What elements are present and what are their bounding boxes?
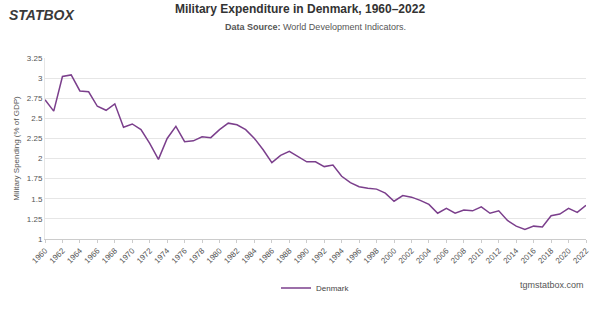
svg-text:1978: 1978 xyxy=(187,246,206,265)
svg-text:2012: 2012 xyxy=(484,246,503,265)
svg-text:1962: 1962 xyxy=(48,246,67,265)
svg-text:1984: 1984 xyxy=(240,246,259,265)
svg-text:2: 2 xyxy=(38,154,43,163)
svg-text:2004: 2004 xyxy=(414,246,433,265)
svg-text:1968: 1968 xyxy=(100,246,119,265)
svg-text:tgmstatbox.com: tgmstatbox.com xyxy=(520,280,584,290)
svg-text:Military Expenditure in Denmar: Military Expenditure in Denmark, 1960–20… xyxy=(175,2,425,16)
svg-text:1970: 1970 xyxy=(118,246,137,265)
svg-text:1972: 1972 xyxy=(135,246,154,265)
svg-text:1994: 1994 xyxy=(327,246,346,265)
svg-text:2014: 2014 xyxy=(501,246,520,265)
svg-text:1960: 1960 xyxy=(30,246,49,265)
svg-text:2006: 2006 xyxy=(432,246,451,265)
svg-text:1.75: 1.75 xyxy=(27,174,43,183)
svg-text:1964: 1964 xyxy=(65,246,84,265)
svg-text:Data Source: World Development: Data Source: World Development Indicator… xyxy=(225,22,406,32)
svg-text:2008: 2008 xyxy=(449,246,468,265)
svg-text:2.25: 2.25 xyxy=(27,134,43,143)
svg-text:2022: 2022 xyxy=(571,246,590,265)
svg-text:Denmark: Denmark xyxy=(316,284,349,293)
svg-text:3.25: 3.25 xyxy=(27,54,43,63)
svg-text:1.25: 1.25 xyxy=(27,215,43,224)
svg-text:STATBOX: STATBOX xyxy=(9,7,75,23)
svg-text:1998: 1998 xyxy=(362,246,381,265)
svg-text:3: 3 xyxy=(38,74,43,83)
svg-text:1976: 1976 xyxy=(170,246,189,265)
svg-text:1988: 1988 xyxy=(275,246,294,265)
svg-text:1974: 1974 xyxy=(152,246,171,265)
svg-text:1966: 1966 xyxy=(83,246,102,265)
svg-text:1992: 1992 xyxy=(310,246,329,265)
svg-text:1: 1 xyxy=(38,235,43,244)
svg-text:1980: 1980 xyxy=(205,246,224,265)
svg-text:1996: 1996 xyxy=(344,246,363,265)
svg-text:2.75: 2.75 xyxy=(27,94,43,103)
svg-text:2020: 2020 xyxy=(554,246,573,265)
svg-text:1986: 1986 xyxy=(257,246,276,265)
svg-text:1990: 1990 xyxy=(292,246,311,265)
svg-text:2000: 2000 xyxy=(379,246,398,265)
svg-text:2.5: 2.5 xyxy=(31,114,43,123)
svg-text:2018: 2018 xyxy=(536,246,555,265)
svg-text:1982: 1982 xyxy=(222,246,241,265)
svg-text:2002: 2002 xyxy=(397,246,416,265)
svg-text:2016: 2016 xyxy=(519,246,538,265)
svg-text:Military Spending (% of GDP): Military Spending (% of GDP) xyxy=(12,96,21,201)
svg-text:2010: 2010 xyxy=(467,246,486,265)
svg-text:1.5: 1.5 xyxy=(31,195,43,204)
